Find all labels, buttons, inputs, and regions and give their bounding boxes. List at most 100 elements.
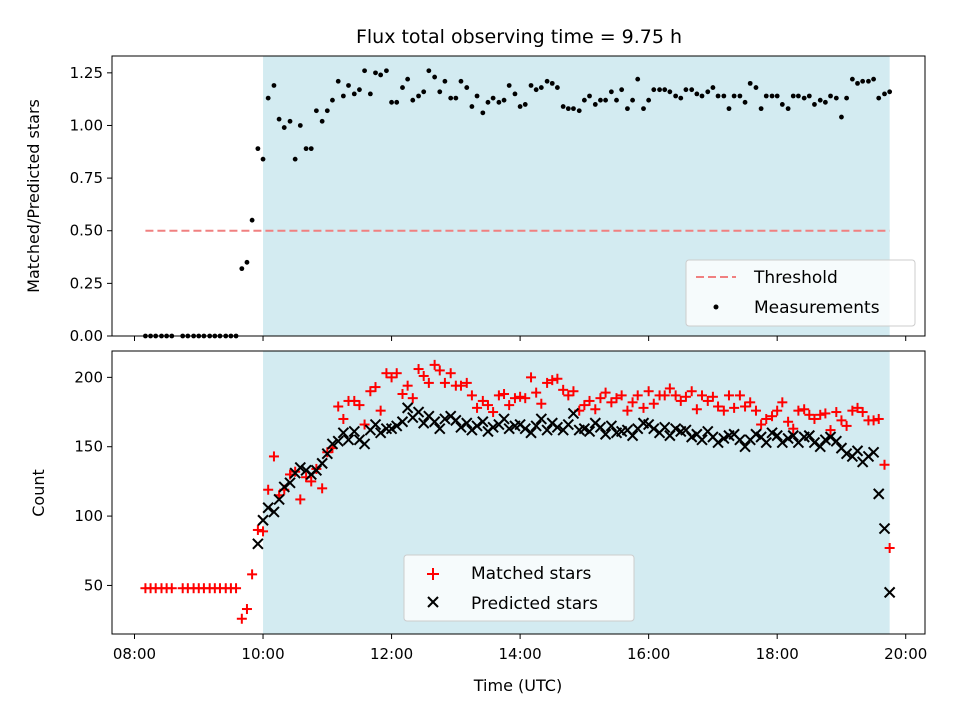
measurement-point [405, 76, 411, 82]
top-ytick-label: 0.75 [70, 169, 103, 187]
predicted-star-point [814, 441, 826, 453]
measurement-point [678, 95, 684, 101]
measurement-point [378, 72, 384, 78]
matched-star-point [509, 393, 520, 404]
measurement-point [480, 110, 486, 116]
measurement-point [517, 104, 523, 109]
measurement-point [769, 93, 775, 99]
matched-star-point [386, 372, 397, 383]
matched-star-point [370, 382, 381, 393]
measurement-point [651, 87, 657, 93]
matched-star-point [333, 401, 344, 412]
matched-star-point [579, 400, 590, 411]
predicted-star-point [455, 421, 467, 434]
xtick-label: 12:00 [370, 645, 413, 663]
measurement-point [646, 97, 652, 103]
matched-star-point [745, 397, 756, 408]
measurement-point [458, 78, 464, 84]
predicted-star-point [252, 538, 264, 550]
predicted-star-point [659, 421, 671, 434]
measurement-point [522, 102, 528, 107]
predicted-star-point [396, 416, 409, 428]
bottom-ytick-label: 200 [74, 368, 103, 386]
matched-star-point [675, 395, 686, 406]
legend-top-box [685, 259, 916, 327]
xtick-label: 10:00 [241, 645, 284, 663]
matched-star-point [568, 386, 579, 397]
measurement-point [400, 85, 405, 90]
matched-star-point [455, 380, 466, 391]
matched-star-point [702, 395, 713, 406]
measurement-point [812, 102, 817, 107]
matched-star-point [852, 402, 863, 413]
panel-top-y-axis: 0.00 0.25 0.50 0.75 1.00 1.25 [70, 64, 112, 345]
matched-star-point [788, 423, 799, 434]
matched-star-point [552, 373, 563, 384]
matched-star-point [354, 400, 365, 411]
measurement-point [255, 146, 261, 152]
predicted-star-point [787, 429, 799, 442]
measurement-point [239, 266, 245, 272]
measurement-point [528, 83, 534, 88]
bottom-ytick-label: 100 [74, 507, 103, 525]
matched-star-point [868, 415, 879, 426]
predicted-star-point [369, 418, 382, 431]
legend-predicted-label: Predicted stars [471, 594, 598, 614]
panel-top: 0.00 0.25 0.50 0.75 1.00 1.25 Matched/Predict… [24, 55, 926, 345]
measurement-point [581, 97, 587, 103]
predicted-star-point [461, 417, 473, 429]
bottom-ytick-label: 150 [74, 438, 103, 456]
measurement-point [683, 87, 689, 93]
measurement-point [297, 123, 303, 128]
predicted-star-point [477, 416, 489, 428]
matched-star-point [407, 393, 418, 404]
predicted-star-point [519, 422, 531, 435]
measurement-point [276, 116, 282, 122]
matched-star-point [820, 408, 831, 419]
matched-star-point [767, 411, 778, 422]
matched-star-point [439, 377, 450, 388]
predicted-star-point [262, 502, 274, 514]
measurement-point [753, 85, 759, 90]
measurement-point [592, 102, 598, 107]
predicted-star-point [332, 435, 344, 447]
predicted-star-point [471, 420, 483, 432]
predicted-star-point [883, 586, 896, 599]
measurement-point [560, 104, 566, 109]
matched-star-point [809, 413, 820, 424]
measurement-point [410, 97, 416, 103]
measurement-point [705, 89, 711, 95]
measurement-point [603, 97, 608, 103]
matched-star-point [504, 400, 515, 411]
matched-star-point [772, 405, 783, 416]
measurement-point [694, 91, 700, 97]
measurement-point [244, 259, 250, 265]
measurement-point [625, 106, 630, 112]
matched-star-point [622, 405, 633, 416]
matched-star-point [616, 390, 627, 401]
matched-star-point [268, 451, 279, 462]
matched-star-point [884, 542, 895, 553]
measurement-point [426, 68, 432, 74]
measurement-point [817, 97, 823, 103]
measurement-point [721, 93, 727, 99]
matched-star-point [783, 416, 794, 427]
x-axis-label: Time (UTC) [473, 676, 562, 695]
measurement-point [464, 85, 470, 90]
measurement-point [260, 156, 266, 162]
matched-star-point [472, 402, 483, 413]
panel-bottom-frame [111, 350, 926, 635]
measurement-point [249, 217, 255, 223]
matched-star-point [718, 405, 729, 416]
xtick-label: 14:00 [498, 645, 541, 663]
matched-star-point [295, 494, 306, 505]
measurement-point [715, 93, 721, 99]
matched-star-point [263, 484, 274, 495]
measurement-point [335, 78, 341, 84]
matched-star-point [659, 390, 670, 401]
measurement-point [758, 106, 764, 112]
matched-star-point [365, 386, 376, 397]
predicted-star-point [450, 414, 462, 427]
matched-star-point [241, 604, 252, 615]
